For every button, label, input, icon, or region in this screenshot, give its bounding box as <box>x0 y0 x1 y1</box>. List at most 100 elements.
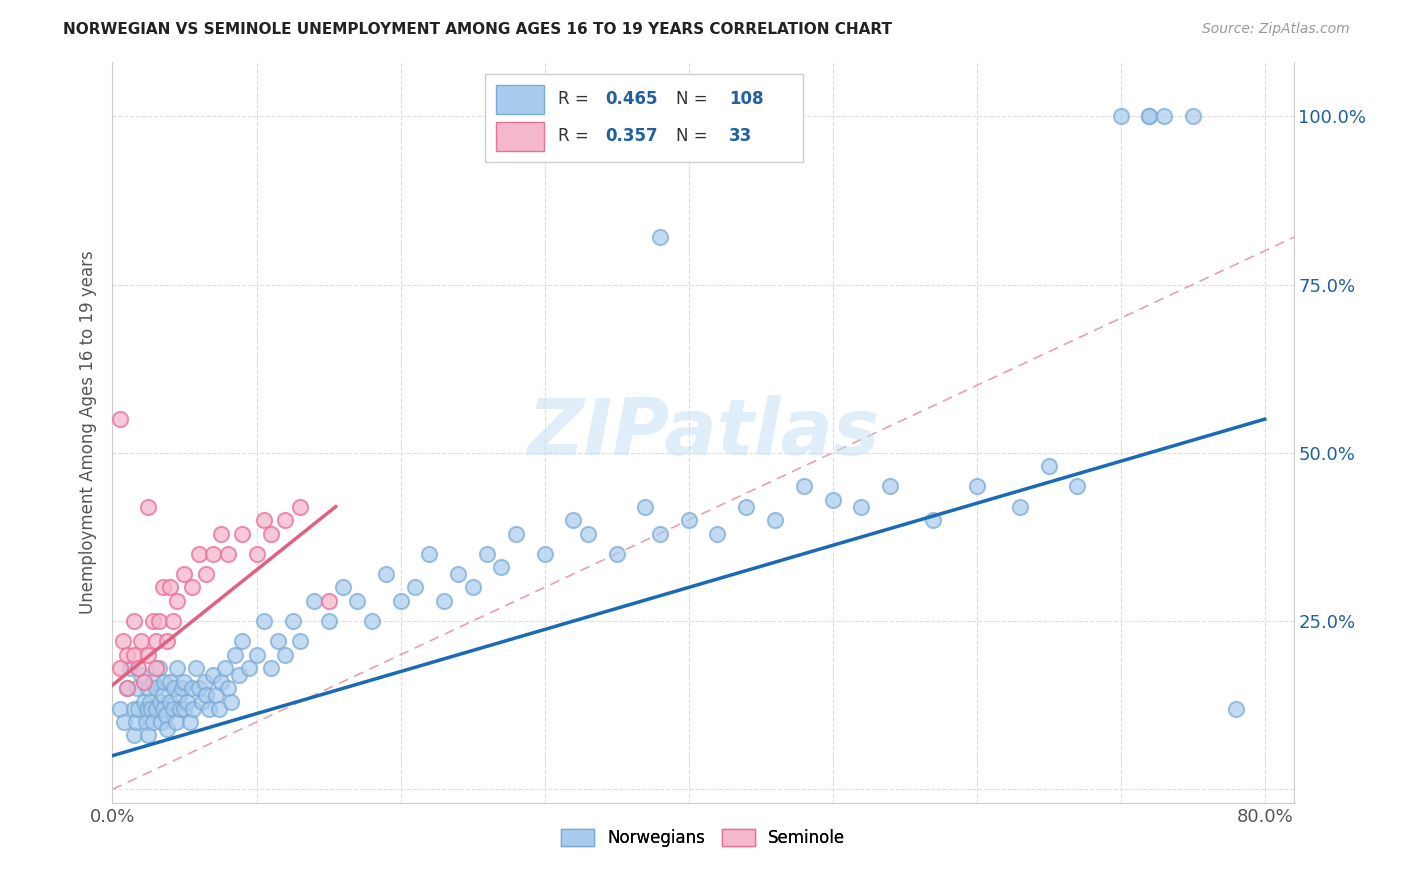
Point <box>214 661 236 675</box>
Point <box>155 708 177 723</box>
Point <box>115 681 138 696</box>
Point <box>134 674 156 689</box>
Point <box>181 701 204 715</box>
Point <box>108 661 131 675</box>
Point <box>136 701 159 715</box>
Text: 0.465: 0.465 <box>605 90 658 109</box>
Point <box>115 648 138 662</box>
Point <box>879 479 901 493</box>
Point <box>678 513 700 527</box>
Point <box>124 714 146 729</box>
Point <box>195 688 218 702</box>
Point <box>224 648 246 662</box>
Point <box>194 674 217 689</box>
Point <box>152 581 174 595</box>
Point <box>176 695 198 709</box>
Point <box>1153 109 1175 123</box>
Point <box>288 634 311 648</box>
Point <box>179 714 201 729</box>
Text: 108: 108 <box>728 90 763 109</box>
Point <box>159 695 181 709</box>
Text: Source: ZipAtlas.com: Source: ZipAtlas.com <box>1202 22 1350 37</box>
Point <box>187 681 209 696</box>
Point <box>162 614 184 628</box>
Point <box>166 661 188 675</box>
Point <box>217 547 239 561</box>
Point <box>1225 701 1247 715</box>
Point <box>148 614 170 628</box>
Point <box>187 547 209 561</box>
Point <box>1109 109 1132 123</box>
Point <box>139 695 162 709</box>
Point <box>138 648 160 662</box>
Point <box>202 547 225 561</box>
Bar <box>485 73 803 162</box>
Text: N =: N = <box>676 90 713 109</box>
Point <box>148 661 170 675</box>
Point <box>404 581 426 595</box>
Point <box>195 566 218 581</box>
Point <box>461 581 484 595</box>
Point <box>966 479 988 493</box>
Point <box>648 526 671 541</box>
Point <box>145 634 167 648</box>
Point <box>150 714 173 729</box>
Point <box>156 722 179 736</box>
Point <box>145 661 167 675</box>
Point <box>118 661 141 675</box>
Point <box>129 634 152 648</box>
Point <box>318 614 340 628</box>
Point <box>288 500 311 514</box>
Point <box>231 526 253 541</box>
Point <box>127 661 149 675</box>
Point <box>217 681 239 696</box>
Point <box>302 594 325 608</box>
Point <box>122 648 145 662</box>
Point <box>115 681 138 696</box>
Point <box>205 688 228 702</box>
Point <box>533 547 555 561</box>
Point <box>138 729 160 743</box>
Point <box>267 634 290 648</box>
Point <box>922 513 945 527</box>
Point <box>149 695 172 709</box>
Point <box>318 594 340 608</box>
Point <box>111 634 134 648</box>
Point <box>231 634 253 648</box>
Point <box>253 614 276 628</box>
Point <box>169 701 191 715</box>
Point <box>433 594 456 608</box>
Point <box>1139 109 1161 123</box>
Point <box>389 594 412 608</box>
Point <box>122 729 145 743</box>
Point <box>274 648 297 662</box>
Point <box>219 695 242 709</box>
Point <box>332 581 354 595</box>
Point <box>851 500 873 514</box>
Point <box>173 701 195 715</box>
Text: R =: R = <box>558 128 593 145</box>
Text: 33: 33 <box>728 128 752 145</box>
Point <box>145 681 167 696</box>
Point <box>576 526 599 541</box>
Point <box>360 614 382 628</box>
Point <box>209 674 232 689</box>
Point <box>245 648 267 662</box>
Text: N =: N = <box>676 128 713 145</box>
Point <box>238 661 260 675</box>
Point <box>202 668 225 682</box>
Point <box>245 547 267 561</box>
Point <box>141 701 163 715</box>
Point <box>228 668 250 682</box>
Point <box>127 701 149 715</box>
Legend: Norwegians, Seminole: Norwegians, Seminole <box>554 822 852 854</box>
Point <box>1181 109 1204 123</box>
Point <box>134 695 156 709</box>
Point <box>108 412 131 426</box>
Point <box>108 701 131 715</box>
Text: 0.357: 0.357 <box>605 128 658 145</box>
Point <box>763 513 786 527</box>
Point <box>122 701 145 715</box>
Point <box>138 500 160 514</box>
Text: ZIPatlas: ZIPatlas <box>527 394 879 471</box>
